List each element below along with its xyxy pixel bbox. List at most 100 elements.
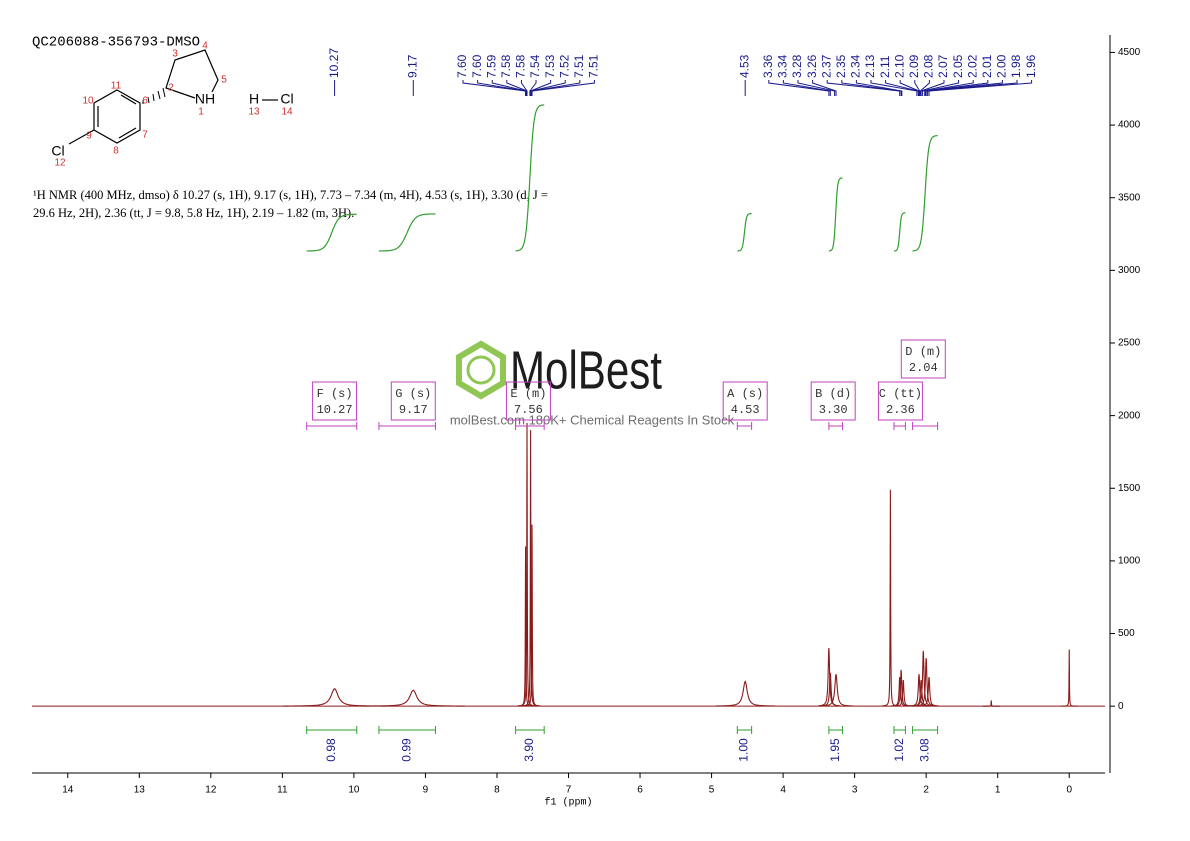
multiplet-label: D (m) [905,345,941,359]
y-tick-label: 1000 [1118,556,1141,567]
atom-number: 9 [86,131,92,142]
peak-label: 2.05 [951,54,965,78]
logo [466,355,496,385]
peak-label: 7.58 [514,54,528,78]
atom-number: 10 [82,96,94,107]
peak-label: 7.60 [455,54,469,78]
integral-curve [306,213,357,252]
y-tick-label: 500 [1118,628,1135,639]
peak-label-connector [530,80,566,96]
multiplet-label: G (s) [395,387,431,401]
peak-label-connector [841,80,902,96]
x-axis-label: f1 (ppm) [544,797,592,809]
peak-label: 2.07 [936,54,950,78]
peak-label: 7.58 [499,54,513,78]
atom-number: 6 [142,96,148,107]
peak-label-connector [870,80,918,96]
peak-label-connector [520,80,528,96]
peak-label-connector [914,80,921,96]
description: ¹H NMR (400 MHz, dmso) δ 10.27 (s, 1H), … [33,188,548,202]
peak-label-connector [530,80,552,96]
multiplet-label: B (d) [815,387,851,401]
integral-value: 3.90 [522,738,536,762]
multiplet-shift: 2.04 [909,361,938,375]
peak-label: 3.26 [805,54,819,78]
multiplet-box [390,381,436,421]
peak-label: 2.10 [892,54,906,78]
watermark-tagline: molBest.com 180K+ Chemical Reagents In S… [450,412,735,427]
peak-label: 7.53 [543,54,557,78]
y-tick-label: 0 [1118,701,1124,712]
peak-label-connector [885,80,919,96]
peak-label: 1.96 [1024,54,1038,78]
peak-label: 2.00 [995,54,1009,78]
pyrrolidine [165,49,219,99]
atom-number: 8 [113,146,119,157]
peak-label: 10.27 [327,48,341,78]
peak-label-connector [855,80,903,96]
peak [1060,649,1078,707]
peak-label: 2.02 [965,54,979,78]
x-tick-label: 1 [995,785,1001,796]
multiplet-box [877,381,923,421]
peak-label: 3.36 [761,54,775,78]
atom-label: H [249,91,259,107]
atom-number: 3 [172,49,178,60]
x-tick-label: 7 [566,785,572,796]
x-tick-label: 11 [277,785,288,796]
peak-label-connector [812,80,837,96]
multiplet-label: F (s) [317,387,353,401]
atom-label: Cl [280,91,293,107]
peak-label-connector [899,80,920,96]
peak-label: 2.11 [878,55,892,78]
multiplet-box [900,339,946,379]
peak-label: 3.28 [790,54,804,78]
integral-curve [378,213,436,252]
peak-label-connector [531,80,595,96]
structure: Cl NH H Cl 1 2 3 4 5 6 7 8 9 10 11 12 13… [51,41,293,169]
peak-label-connector [927,80,1018,96]
y-tick-label: 4500 [1118,47,1141,58]
peak-label: 7.52 [557,54,571,78]
peak [523,524,541,707]
integral-value: 1.02 [892,738,906,762]
integral-value: 1.95 [828,738,842,762]
x-tick-label: 4 [780,785,786,796]
multiplet-box [505,381,551,421]
atom-number: 11 [111,81,122,92]
peak-label-connector [924,80,989,96]
integral-value: 0.98 [324,738,338,762]
multiplet-label: A (s) [727,387,763,401]
peak-label-connector [782,80,831,96]
atom-number: 14 [281,107,293,118]
atom-number: 5 [221,75,227,86]
y-tick-label: 2000 [1118,410,1141,421]
x-tick-label: 12 [205,785,217,796]
peak-label: 2.08 [922,54,936,78]
peak-label: 2.13 [863,54,877,78]
atom-label: Cl [51,143,64,159]
logo [456,340,506,400]
multiplet-box [810,381,856,421]
atom-number: 13 [248,107,260,118]
peak [361,689,465,707]
atom-number: 7 [142,130,148,141]
peak-label-connector [797,80,836,96]
x-tick-label: 14 [62,785,74,796]
peak-label: 1.98 [1009,54,1023,78]
x-tick-label: 0 [1066,785,1072,796]
y-tick-label: 3500 [1118,192,1141,203]
description: 29.6 Hz, 2H), 2.36 (tt, J = 9.8, 5.8 Hz,… [33,206,354,220]
integral-value: 0.99 [399,738,413,762]
y-tick-label: 4000 [1118,120,1141,131]
x-tick-label: 9 [423,785,429,796]
peak-label-connector [920,80,945,96]
watermark-brand: MolBest [510,340,662,400]
y-tick-label: 1500 [1118,483,1141,494]
integral-curve [515,104,545,252]
peak-label-connector [529,80,537,96]
x-tick-label: 13 [134,785,146,796]
peak-label: 2.37 [819,54,833,78]
peak-label-connector [477,80,527,96]
